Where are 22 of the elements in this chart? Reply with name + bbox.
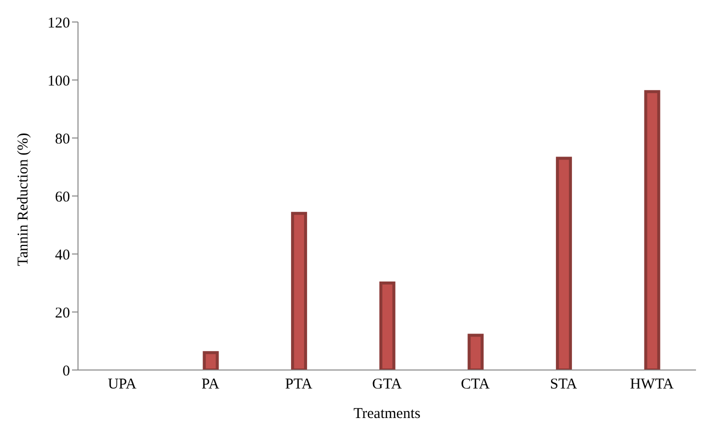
x-tick-label: GTA: [372, 376, 402, 393]
y-tick-label: 120: [48, 15, 70, 32]
y-tick-label: 20: [55, 305, 70, 322]
y-axis-title: Tannin Reduction (%): [15, 132, 32, 266]
x-tick-label: UPA: [108, 376, 137, 393]
bar: [468, 334, 484, 370]
x-axis-title: Treatments: [354, 406, 421, 422]
x-tick-label: PTA: [285, 376, 312, 393]
bar: [202, 351, 219, 370]
bar: [644, 90, 660, 370]
bar: [379, 282, 396, 370]
x-tick-label: STA: [550, 376, 578, 393]
x-tick-label: CTA: [460, 376, 490, 393]
x-tick-label: PA: [202, 376, 220, 393]
x-tick-label: HWTA: [630, 376, 674, 393]
y-tick-label: 40: [55, 247, 70, 264]
y-tick-label: 60: [55, 189, 70, 206]
y-tick-label: 0: [62, 363, 70, 380]
bar: [291, 212, 308, 370]
bar: [556, 156, 572, 370]
y-tick-label: 80: [55, 131, 70, 148]
y-tick-label: 100: [48, 73, 70, 90]
